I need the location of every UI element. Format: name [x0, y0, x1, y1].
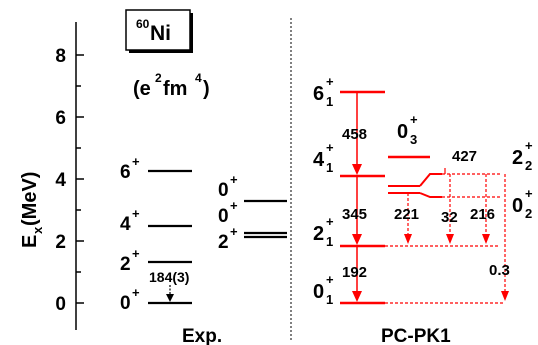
- theory-transition-value: 192: [342, 264, 367, 281]
- theory-level-parity: +: [326, 214, 334, 229]
- exp-level-parity: +: [230, 198, 238, 213]
- axis-tick-label: 4: [55, 170, 66, 191]
- exp-title: Exp.: [182, 326, 222, 345]
- theory-transition-value: 221: [394, 206, 419, 223]
- theory-level-parity: +: [326, 74, 334, 89]
- theory-level-index: 1: [326, 234, 333, 249]
- nucleus-box: [125, 9, 191, 51]
- exp-transition-arrowhead: [166, 294, 174, 302]
- exp-level-spin: 0: [218, 206, 229, 227]
- axis-tick-label: 2: [55, 232, 66, 253]
- axis-title-e: E: [19, 235, 41, 248]
- axis-title-sub: x: [30, 226, 45, 234]
- exp-level-spin: 2: [218, 232, 229, 253]
- exp-level-spin: 4: [120, 214, 131, 235]
- theory-level-index: 1: [326, 160, 333, 175]
- exp-level-spin: 0: [218, 180, 229, 201]
- theory-level-label-0plus3: 0 + 3: [397, 112, 418, 147]
- theory-transition-32-arrowhead: [446, 234, 454, 244]
- exp-panel: 0 + 2 + 4 + 6 + 2 + 0 + 0 + 184(3) Exp: [120, 154, 287, 345]
- theory-level-index: 2: [525, 158, 532, 173]
- exp-level-label-0plus-b: 0 +: [218, 198, 238, 227]
- exp-level-label-4plus: 4 +: [120, 206, 140, 235]
- exp-level-parity: +: [132, 285, 140, 300]
- theory-level-spin: 0: [397, 121, 408, 143]
- exp-level-spin: 0: [120, 293, 131, 314]
- theory-transition-value: 216: [470, 206, 495, 223]
- axis-tick-label: 8: [55, 46, 66, 67]
- theory-level-spin: 2: [512, 147, 523, 169]
- exp-level-parity: +: [132, 206, 140, 221]
- theory-level-label-0plus1: 0 + 1: [313, 272, 334, 307]
- theory-level-connector-upper: [419, 173, 442, 187]
- theory-level-parity: +: [326, 140, 334, 155]
- theory-transition-value: 427: [452, 148, 477, 165]
- exp-transition-value: 184(3): [149, 269, 189, 285]
- axis-tick-label: 0: [55, 294, 66, 315]
- theory-transition-345-arrowhead: [352, 234, 362, 245]
- theory-level-parity: +: [525, 138, 533, 153]
- theory-level-label-0plus2: 0 + 2: [512, 186, 533, 221]
- exp-level-label-6plus: 6 +: [120, 154, 140, 183]
- theory-level-parity: +: [410, 112, 418, 127]
- nucleus-box-shadow: [190, 13, 193, 53]
- exp-level-label-2plus-b: 2 +: [218, 224, 238, 253]
- theory-level-label-6plus1: 6 + 1: [313, 74, 334, 109]
- theory-level-index: 3: [410, 132, 417, 147]
- energy-axis: 0 2 4 6 8 E x (MeV): [19, 22, 84, 330]
- exp-level-spin: 6: [120, 162, 131, 183]
- theory-level-spin: 0: [313, 281, 324, 303]
- theory-level-connector-lower: [419, 192, 442, 198]
- units-sup2: 4: [195, 71, 202, 85]
- axis-title-unit: (MeV): [19, 172, 41, 226]
- nucleus-symbol: Ni: [150, 22, 171, 45]
- exp-level-parity: +: [132, 154, 140, 169]
- units-sup1: 2: [155, 71, 162, 85]
- exp-level-parity: +: [132, 246, 140, 261]
- theory-level-index: 1: [326, 292, 333, 307]
- theory-level-spin: 0: [512, 195, 523, 217]
- theory-level-parity: +: [326, 272, 334, 287]
- theory-transition-0.3-arrowhead: [501, 291, 509, 301]
- theory-transition-192-arrowhead: [352, 291, 362, 302]
- units-close: ): [203, 78, 210, 100]
- units-base: (e: [133, 78, 151, 100]
- axis-tick-label: 6: [55, 108, 66, 129]
- theory-level-index: 1: [326, 94, 333, 109]
- theory-transition-458-arrowhead: [352, 164, 362, 175]
- exp-level-spin: 2: [120, 254, 131, 275]
- exp-level-label-0plus-c: 0 +: [218, 172, 238, 201]
- exp-level-parity: +: [230, 224, 238, 239]
- theory-transition-value: 0.3: [489, 262, 510, 279]
- units-mid: fm: [163, 78, 187, 100]
- nucleus-label: 60 Ni: [125, 9, 193, 53]
- theory-level-spin: 6: [313, 83, 324, 105]
- theory-level-index: 2: [525, 206, 532, 221]
- theory-level-label-2plus2: 2 + 2: [512, 138, 533, 173]
- theory-transition-value: 32: [441, 209, 458, 226]
- theory-level-label-4plus1: 4 + 1: [313, 140, 334, 175]
- units-label: (e 2 fm 4 ): [133, 71, 210, 100]
- theory-panel: 6 + 1 4 + 1 2 + 1 0 + 1 0 + 3 2 + 2: [313, 74, 533, 345]
- theory-transition-221-arrowhead: [404, 234, 412, 244]
- theory-level-spin: 4: [313, 149, 325, 171]
- exp-level-label-0plus: 0 +: [120, 285, 140, 314]
- exp-level-label-2plus: 2 +: [120, 246, 140, 275]
- theory-level-label-2plus1: 2 + 1: [313, 214, 334, 249]
- theory-level-parity: +: [525, 186, 533, 201]
- theory-level-spin: 2: [313, 223, 324, 245]
- axis-ticks: [76, 54, 84, 304]
- axis-title: E x (MeV): [19, 172, 45, 248]
- axis-tick-labels: 0 2 4 6 8: [55, 46, 66, 315]
- theory-title: PC-PK1: [381, 326, 451, 345]
- theory-transition-value: 458: [342, 126, 367, 143]
- nucleus-mass: 60: [136, 17, 150, 31]
- theory-transition-value: 345: [342, 206, 367, 223]
- theory-transition-216-arrowhead: [482, 234, 490, 244]
- exp-level-parity: +: [230, 172, 238, 187]
- nucleus-box-shadow-bottom: [129, 50, 193, 53]
